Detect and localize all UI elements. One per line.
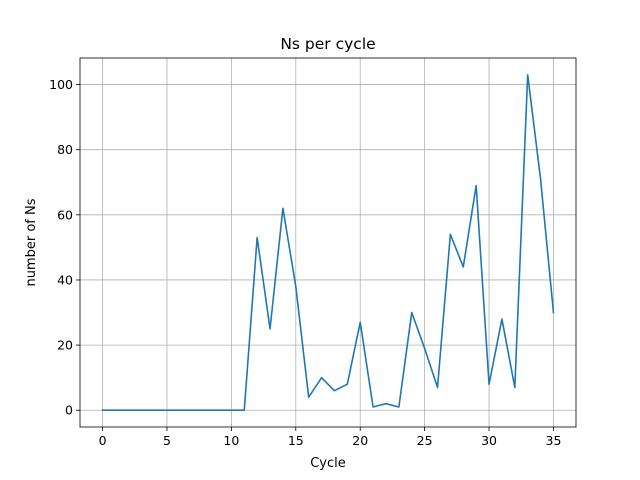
plot-frame [79, 57, 577, 428]
x-tick-label: 35 [546, 433, 562, 448]
series-line-0 [101, 73, 555, 412]
chart-title: Ns per cycle [280, 35, 375, 53]
x-tick-label: 30 [481, 433, 497, 448]
y-tick-label: 100 [49, 77, 73, 92]
y-tick-label: 40 [57, 272, 73, 287]
y-tick-label: 20 [57, 338, 73, 353]
y-tick-label: 60 [57, 207, 73, 222]
x-axis-label: Cycle [310, 456, 346, 471]
y-tick-label: 80 [57, 142, 73, 157]
x-tick-label: 0 [99, 433, 107, 448]
grid-lines [80, 58, 576, 427]
y-axis-label: number of Ns [24, 198, 39, 286]
x-tick-label: 10 [223, 433, 239, 448]
axis-ticks: 0 5 10 15 20 25 30 35 0 20 40 60 80 100 [49, 77, 561, 448]
x-tick-label: 5 [163, 433, 171, 448]
series-layer [101, 73, 555, 412]
x-tick-label: 20 [352, 433, 368, 448]
x-tick-label: 25 [417, 433, 433, 448]
y-tick-label: 0 [65, 403, 73, 418]
x-tick-label: 15 [288, 433, 304, 448]
